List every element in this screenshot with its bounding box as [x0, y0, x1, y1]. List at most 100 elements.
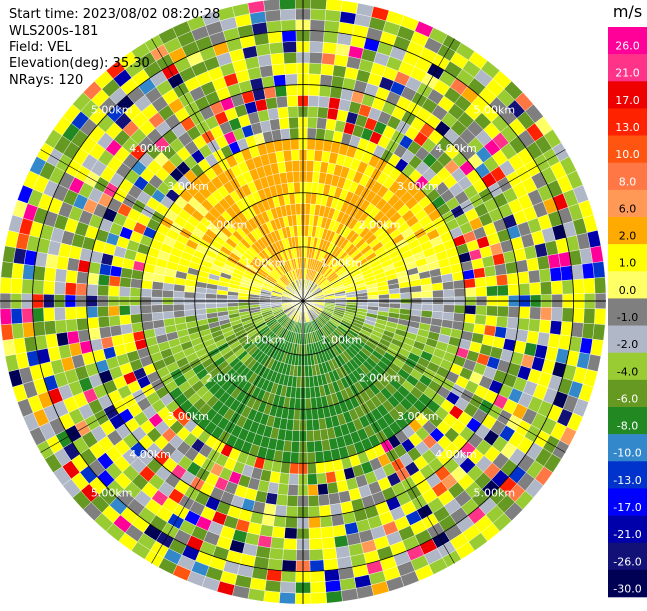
velocity-gate	[410, 303, 423, 311]
velocity-gate	[594, 308, 607, 325]
velocity-gate	[462, 269, 475, 280]
velocity-gate	[308, 73, 321, 86]
velocity-gate	[367, 294, 379, 300]
velocity-gate	[494, 263, 507, 276]
velocity-gate	[287, 484, 299, 496]
velocity-gate	[432, 304, 444, 313]
velocity-gate	[118, 305, 131, 316]
velocity-gate	[281, 139, 292, 151]
velocity-gate	[267, 31, 283, 44]
velocity-gate	[463, 278, 476, 289]
velocity-gate	[289, 462, 299, 475]
velocity-gate	[97, 305, 109, 318]
velocity-gate	[474, 276, 487, 288]
velocity-gate	[318, 85, 332, 98]
velocity-gate	[140, 288, 153, 298]
velocity-gate	[120, 323, 134, 335]
velocity-gate	[329, 502, 343, 516]
velocity-gate	[263, 590, 281, 604]
velocity-gate	[141, 312, 153, 323]
velocity-gate	[506, 316, 519, 330]
velocity-gate	[307, 495, 320, 507]
velocity-gate	[293, 181, 301, 194]
velocity-gate	[267, 107, 280, 121]
velocity-gate	[99, 326, 112, 339]
velocity-gate	[288, 116, 299, 129]
velocity-gate	[550, 307, 563, 322]
velocity-gate	[279, 8, 296, 21]
velocity-gate	[528, 269, 541, 284]
velocity-gate	[310, 0, 327, 10]
velocity-gate	[75, 283, 88, 296]
velocity-gate	[320, 526, 335, 539]
colorbar-tick-label: -2.0	[617, 338, 638, 351]
range-ring-label: 3.00km	[397, 410, 439, 423]
velocity-gate	[282, 548, 297, 561]
velocity-gate	[264, 579, 282, 593]
velocity-gate	[279, 581, 296, 594]
velocity-gate	[287, 182, 295, 194]
velocity-gate	[64, 306, 77, 320]
velocity-gate	[282, 41, 297, 54]
range-ring-label: 1.00km	[321, 333, 363, 346]
field-label: Field: VEL	[9, 40, 72, 55]
velocity-gate	[286, 95, 299, 107]
velocity-gate	[310, 8, 327, 21]
range-ring-label: 2.00km	[206, 219, 248, 232]
velocity-gate	[97, 316, 111, 328]
velocity-gate	[306, 160, 315, 172]
velocity-gate	[22, 264, 35, 280]
velocity-gate	[526, 330, 540, 345]
velocity-gate	[583, 308, 596, 325]
velocity-gate	[307, 106, 319, 118]
velocity-gate	[592, 323, 606, 341]
velocity-gate	[592, 261, 606, 279]
velocity-gate	[540, 307, 552, 321]
velocity-gate	[307, 127, 317, 140]
velocity-gate	[518, 283, 531, 296]
range-ring-label: 5.00km	[474, 104, 516, 117]
velocity-gate	[264, 9, 282, 23]
velocity-gate	[571, 264, 584, 280]
velocity-gate	[76, 317, 89, 331]
velocity-gate	[421, 303, 433, 312]
velocity-gate	[130, 278, 143, 289]
velocity-gate	[11, 262, 25, 280]
velocity-gate	[280, 19, 297, 32]
velocity-gate	[583, 277, 596, 294]
velocity-gate	[270, 536, 285, 550]
colorbar-tick-label: 0.0	[619, 284, 637, 297]
velocity-gate	[464, 305, 477, 315]
velocity-gate	[323, 31, 339, 44]
velocity-gate	[307, 116, 318, 129]
velocity-gate	[278, 117, 290, 130]
colorbar-tick-label: -21.0	[613, 528, 641, 541]
velocity-gate	[518, 306, 531, 319]
velocity-gate	[309, 19, 326, 32]
velocity-gate	[506, 272, 519, 286]
velocity-gate	[281, 30, 297, 43]
velocity-gate	[550, 280, 563, 295]
velocity-gate	[268, 547, 284, 561]
velocity-gate	[571, 322, 584, 338]
velocity-gate	[45, 253, 59, 269]
velocity-gate	[318, 504, 332, 517]
range-ring-label: 1.00km	[321, 257, 363, 270]
velocity-gate	[280, 570, 297, 583]
velocity-gate	[293, 408, 301, 421]
velocity-gate	[536, 331, 550, 347]
velocity-gate	[173, 290, 185, 299]
velocity-gate	[529, 306, 542, 320]
velocity-gate	[540, 281, 552, 295]
velocity-gate	[285, 505, 298, 518]
velocity-gate	[291, 430, 300, 442]
velocity-gate	[288, 473, 299, 486]
velocity-gate	[131, 322, 144, 333]
velocity-gate	[183, 291, 196, 299]
velocity-gate	[285, 516, 298, 529]
velocity-gate	[528, 318, 541, 333]
velocity-gate	[43, 266, 57, 282]
velocity-gate	[306, 441, 316, 453]
velocity-gate	[305, 387, 311, 399]
